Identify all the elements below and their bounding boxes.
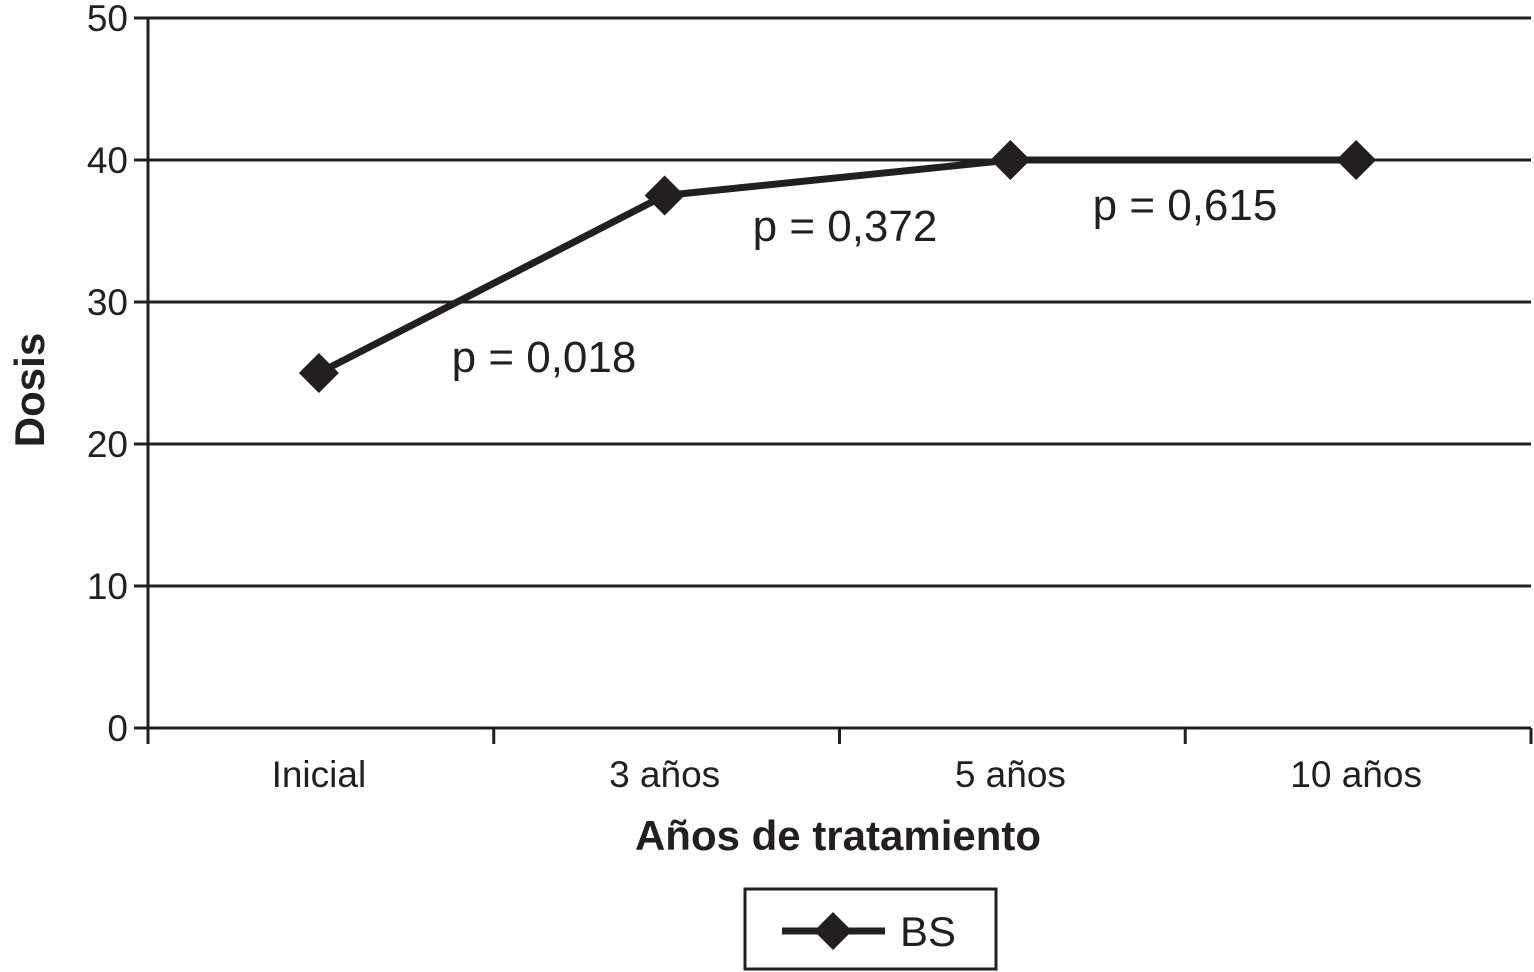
y-axis-ticks: 0 10 20 30 40 50 <box>87 0 148 749</box>
x-tick-label: 5 años <box>955 754 1066 795</box>
y-tick-label: 50 <box>87 0 128 39</box>
x-axis-title: Años de tratamiento <box>635 812 1041 859</box>
x-tick-label: 10 años <box>1290 754 1422 795</box>
gridlines <box>148 16 1531 588</box>
data-point-marker <box>990 140 1031 180</box>
p-value-annotation: p = 0,018 <box>452 333 637 382</box>
y-tick-label: 40 <box>87 140 128 181</box>
series-line <box>317 156 1357 377</box>
y-axis-title: Dosis <box>6 333 53 447</box>
y-tick-label: 10 <box>87 566 128 607</box>
p-value-annotation: p = 0,615 <box>1093 181 1278 230</box>
x-tick-label: Inicial <box>272 754 367 795</box>
data-point-marker <box>1336 140 1377 180</box>
x-tick-label: 3 años <box>609 754 720 795</box>
legend-marker-diamond <box>814 912 852 950</box>
y-tick-label: 20 <box>87 424 128 465</box>
y-tick-label: 30 <box>87 282 128 323</box>
y-tick-label: 0 <box>107 708 128 749</box>
annotations: p = 0,018 p = 0,372 p = 0,615 <box>452 181 1278 382</box>
axes <box>146 18 1531 730</box>
series-layer <box>298 140 1377 393</box>
legend-label: BS <box>900 908 956 955</box>
legend: BS <box>743 887 998 971</box>
data-point-marker <box>298 353 339 393</box>
data-point-marker <box>644 175 685 216</box>
x-axis-ticks: Inicial 3 años 5 años 10 años <box>146 728 1533 795</box>
p-value-annotation: p = 0,372 <box>753 202 938 251</box>
